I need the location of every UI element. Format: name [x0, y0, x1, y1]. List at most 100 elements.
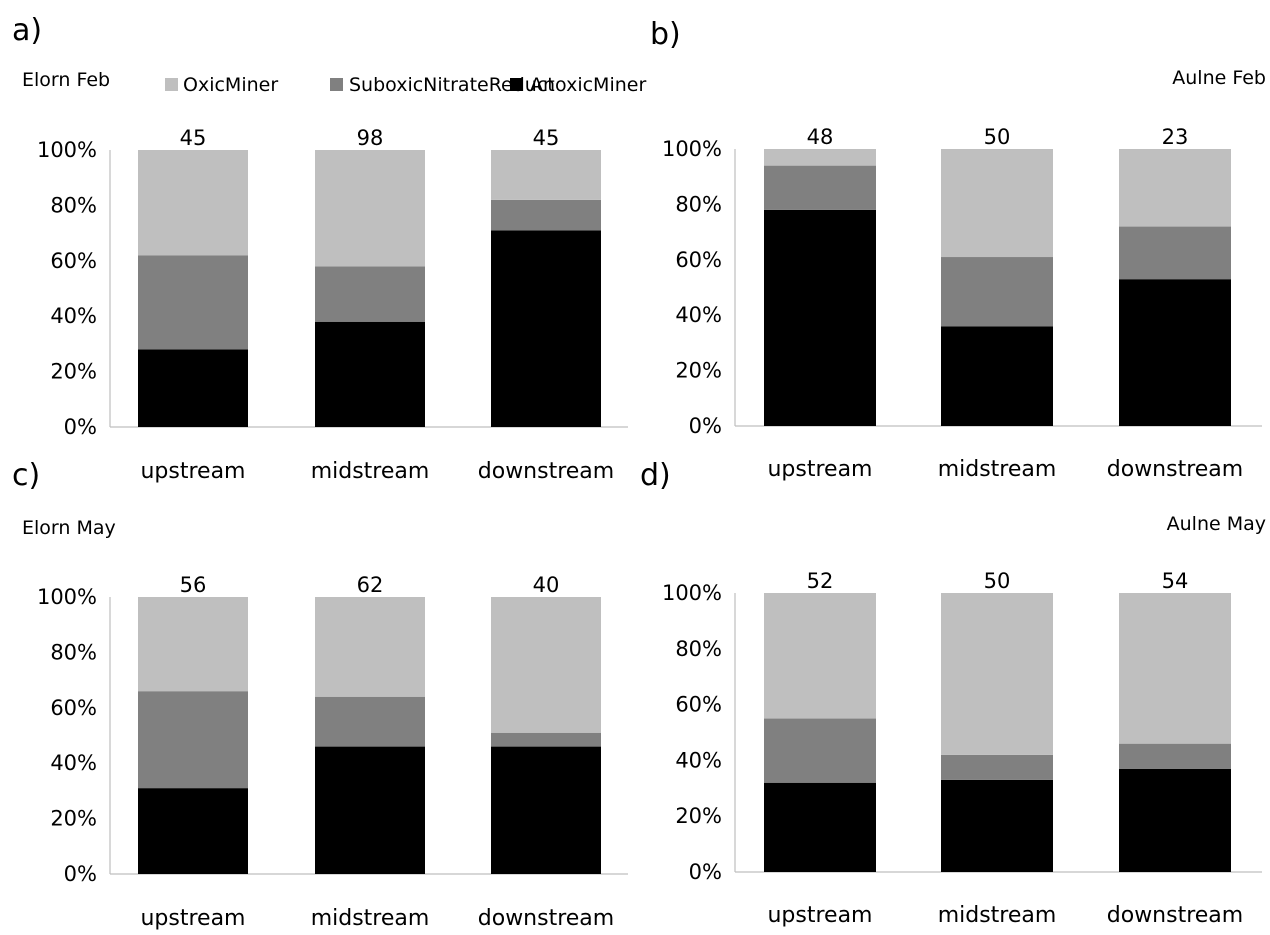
data-label: 50	[984, 569, 1011, 593]
bar-segment-oxicminer	[1119, 149, 1231, 227]
bar-segment-oxicminer	[315, 150, 425, 267]
x-category-label: midstream	[311, 459, 430, 484]
bar-segment-anoxicminer	[941, 326, 1053, 426]
bar-segment-oxicminer	[764, 149, 876, 166]
y-tick-label: 100%	[662, 137, 722, 161]
chart-panel: c) Elorn May 0% 20% 40% 60% 80% 100% 56 upstream 6…	[12, 458, 628, 931]
bar-segment-oxicminer	[1119, 593, 1231, 744]
data-label: 50	[984, 125, 1011, 149]
y-tick-label: 20%	[50, 360, 97, 384]
y-tick-label: 80%	[50, 640, 97, 664]
data-label: 45	[533, 126, 560, 150]
bar-segment-anoxicminer	[764, 209, 876, 426]
panel-title: Aulne Feb	[1172, 67, 1266, 89]
bar-segment-anoxicminer	[941, 779, 1053, 872]
y-tick-label: 20%	[675, 359, 722, 383]
y-tick-label: 20%	[50, 807, 97, 831]
x-category-label: upstream	[140, 459, 245, 484]
chart-panel: b) Aulne Feb 0% 20% 40% 60% 80% 100% 48 upstream 5…	[650, 17, 1266, 482]
bar-segment-anoxicminer	[491, 746, 601, 874]
chart-panel: d) Aulne May 0% 20% 40% 60% 80% 100% 52 upstream 5…	[640, 458, 1266, 928]
bar-segment-suboxicnitratereduct	[491, 199, 601, 231]
y-tick-label: 80%	[675, 192, 722, 216]
bar-segment-oxicminer	[491, 150, 601, 200]
x-category-label: upstream	[140, 906, 245, 931]
y-tick-label: 0%	[689, 860, 722, 884]
y-tick-label: 40%	[675, 748, 722, 772]
data-label: 40	[533, 573, 560, 597]
data-label: 56	[180, 573, 207, 597]
bar-segment-suboxicnitratereduct	[138, 255, 248, 350]
bar-segment-oxicminer	[941, 149, 1053, 258]
y-tick-label: 0%	[64, 862, 97, 886]
bar-segment-anoxicminer	[315, 321, 425, 427]
y-tick-label: 20%	[675, 804, 722, 828]
y-tick-label: 60%	[675, 693, 722, 717]
bar-segment-anoxicminer	[1119, 279, 1231, 426]
bar-segment-anoxicminer	[138, 349, 248, 427]
y-tick-label: 60%	[50, 696, 97, 720]
x-category-label: downstream	[478, 459, 614, 484]
y-tick-label: 80%	[675, 637, 722, 661]
y-tick-label: 100%	[662, 581, 722, 605]
panel-title: Elorn Feb	[22, 69, 110, 91]
legend-swatch	[510, 78, 523, 91]
bar-segment-oxicminer	[315, 597, 425, 697]
y-tick-label: 0%	[64, 415, 97, 439]
y-tick-label: 100%	[37, 138, 97, 162]
bar-segment-anoxicminer	[491, 230, 601, 427]
chart-panel: a) Elorn Feb 0% 20% 40% 60% 80% 100% 45 upstream 9…	[12, 13, 628, 484]
chart-panels: a) Elorn Feb 0% 20% 40% 60% 80% 100% 45 upstream 9…	[12, 13, 1266, 931]
x-category-label: downstream	[1107, 457, 1243, 482]
bar-segment-suboxicnitratereduct	[1119, 226, 1231, 280]
legend-label: AnoxicMiner	[530, 74, 646, 96]
data-label: 54	[1162, 569, 1189, 593]
bar-segment-suboxicnitratereduct	[941, 257, 1053, 327]
y-tick-label: 80%	[50, 193, 97, 217]
panel-letter: c)	[12, 458, 40, 493]
legend-label: SuboxicNitrateReduct	[349, 74, 555, 96]
x-category-label: midstream	[938, 457, 1057, 482]
panel-title: Elorn May	[22, 517, 116, 539]
panel-letter: d)	[640, 458, 671, 493]
x-category-label: midstream	[938, 903, 1057, 928]
bar-segment-suboxicnitratereduct	[764, 718, 876, 783]
bar-segment-anoxicminer	[764, 782, 876, 872]
data-label: 62	[357, 573, 384, 597]
bar-segment-oxicminer	[941, 593, 1053, 755]
x-category-label: midstream	[311, 906, 430, 931]
bar-segment-anoxicminer	[1119, 768, 1231, 872]
legend-label: OxicMiner	[183, 74, 278, 96]
y-tick-label: 60%	[675, 248, 722, 272]
legend-item: AnoxicMiner	[510, 74, 646, 96]
data-label: 45	[180, 126, 207, 150]
bar-segment-suboxicnitratereduct	[315, 266, 425, 322]
data-label: 48	[807, 125, 834, 149]
y-tick-label: 60%	[50, 249, 97, 273]
y-tick-label: 40%	[675, 303, 722, 327]
x-category-label: upstream	[767, 457, 872, 482]
y-tick-label: 100%	[37, 585, 97, 609]
y-tick-label: 40%	[50, 304, 97, 328]
legend-item: OxicMiner	[165, 74, 278, 96]
bar-segment-suboxicnitratereduct	[1119, 743, 1231, 769]
panel-letter: a)	[12, 13, 42, 48]
legend-swatch	[165, 78, 178, 91]
bar-segment-oxicminer	[764, 593, 876, 719]
bar-segment-suboxicnitratereduct	[941, 754, 1053, 780]
bar-segment-suboxicnitratereduct	[315, 696, 425, 747]
x-category-label: upstream	[767, 903, 872, 928]
bar-segment-oxicminer	[138, 597, 248, 692]
bar-segment-suboxicnitratereduct	[138, 691, 248, 789]
data-label: 52	[807, 569, 834, 593]
x-category-label: downstream	[478, 906, 614, 931]
bar-segment-suboxicnitratereduct	[491, 732, 601, 747]
bar-segment-anoxicminer	[315, 746, 425, 874]
panel-title: Aulne May	[1167, 513, 1266, 535]
bar-segment-suboxicnitratereduct	[764, 165, 876, 210]
x-category-label: downstream	[1107, 903, 1243, 928]
data-label: 98	[357, 126, 384, 150]
